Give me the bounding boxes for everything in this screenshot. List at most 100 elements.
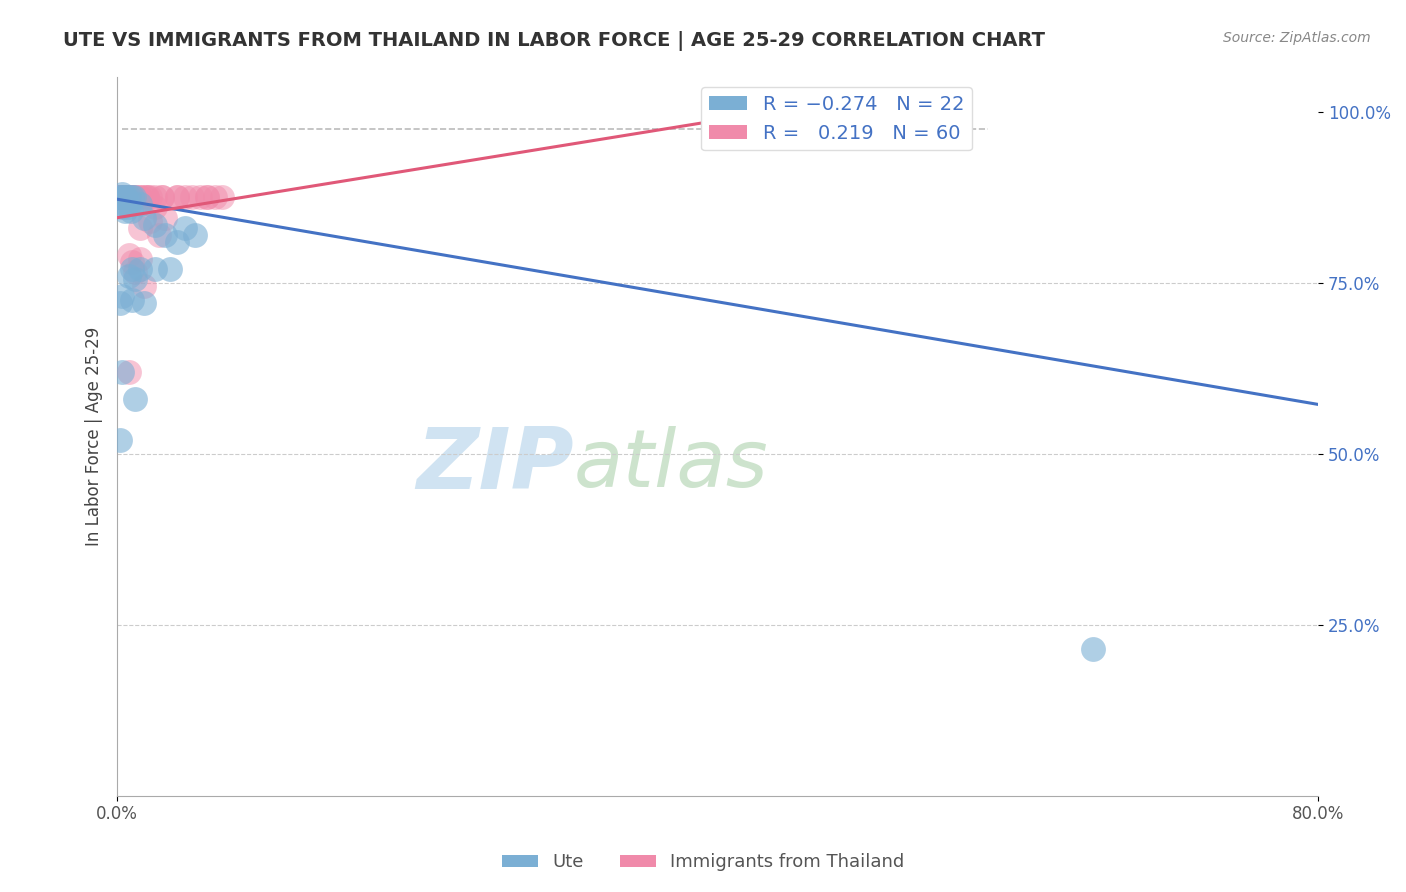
Legend: R = −0.274   N = 22, R =   0.219   N = 60: R = −0.274 N = 22, R = 0.219 N = 60	[700, 87, 973, 151]
Point	[128, 190, 150, 204]
Point	[150, 190, 173, 204]
Point	[121, 190, 143, 204]
Point	[128, 252, 150, 266]
Point	[114, 190, 136, 204]
Point	[115, 190, 138, 204]
Point	[134, 190, 156, 204]
Point	[1081, 641, 1104, 656]
Text: atlas: atlas	[574, 426, 768, 504]
Point	[120, 190, 142, 204]
Point	[128, 262, 150, 277]
Text: Source: ZipAtlas.com: Source: ZipAtlas.com	[1223, 31, 1371, 45]
Point	[111, 190, 134, 204]
Point	[111, 190, 134, 204]
Point	[114, 190, 136, 204]
Point	[118, 190, 141, 204]
Point	[166, 190, 188, 204]
Point	[118, 268, 141, 283]
Point	[112, 190, 135, 204]
Point	[115, 190, 138, 204]
Point	[118, 248, 141, 262]
Point	[181, 190, 204, 204]
Point	[112, 190, 135, 204]
Point	[148, 227, 170, 242]
Point	[112, 190, 135, 204]
Point	[139, 190, 162, 204]
Point	[108, 190, 131, 204]
Point	[143, 190, 166, 204]
Point	[134, 211, 156, 225]
Point	[188, 190, 211, 204]
Point	[107, 190, 129, 204]
Point	[107, 190, 129, 204]
Point	[124, 392, 146, 406]
Point	[150, 190, 173, 204]
Point	[166, 190, 188, 204]
Point	[136, 190, 159, 204]
Point	[108, 190, 131, 204]
Point	[108, 190, 131, 204]
Point	[108, 433, 131, 447]
Point	[143, 262, 166, 277]
Point	[121, 190, 143, 204]
Point	[124, 190, 146, 204]
Point	[108, 190, 131, 204]
Point	[128, 197, 150, 211]
Point	[108, 190, 131, 204]
Point	[114, 203, 136, 218]
Point	[173, 190, 195, 204]
Point	[204, 190, 226, 204]
Point	[107, 190, 129, 204]
Point	[121, 190, 143, 204]
Point	[124, 272, 146, 286]
Point	[195, 190, 218, 204]
Point	[143, 201, 166, 215]
Point	[120, 203, 142, 218]
Point	[184, 227, 207, 242]
Point	[143, 218, 166, 232]
Point	[111, 289, 134, 303]
Point	[155, 227, 177, 242]
Point	[108, 190, 131, 204]
Point	[118, 190, 141, 204]
Point	[121, 293, 143, 307]
Point	[134, 279, 156, 293]
Point	[173, 221, 195, 235]
Legend: Ute, Immigrants from Thailand: Ute, Immigrants from Thailand	[495, 847, 911, 879]
Point	[111, 201, 134, 215]
Point	[111, 186, 134, 201]
Text: UTE VS IMMIGRANTS FROM THAILAND IN LABOR FORCE | AGE 25-29 CORRELATION CHART: UTE VS IMMIGRANTS FROM THAILAND IN LABOR…	[63, 31, 1045, 51]
Point	[124, 265, 146, 279]
Point	[211, 190, 233, 204]
Point	[155, 211, 177, 225]
Point	[122, 190, 145, 204]
Point	[128, 221, 150, 235]
Point	[118, 190, 141, 204]
Point	[117, 190, 139, 204]
Point	[111, 190, 134, 204]
Y-axis label: In Labor Force | Age 25-29: In Labor Force | Age 25-29	[86, 327, 103, 546]
Point	[159, 262, 181, 277]
Text: ZIP: ZIP	[416, 424, 574, 507]
Point	[117, 190, 139, 204]
Point	[112, 190, 135, 204]
Point	[111, 365, 134, 379]
Point	[136, 190, 159, 204]
Point	[134, 296, 156, 310]
Point	[108, 296, 131, 310]
Point	[124, 190, 146, 204]
Point	[107, 190, 129, 204]
Point	[115, 190, 138, 204]
Point	[117, 201, 139, 215]
Point	[139, 214, 162, 228]
Point	[128, 190, 150, 204]
Point	[166, 235, 188, 249]
Point	[195, 190, 218, 204]
Point	[121, 262, 143, 277]
Point	[108, 190, 131, 204]
Point	[118, 365, 141, 379]
Point	[108, 190, 131, 204]
Point	[108, 190, 131, 204]
Point	[121, 255, 143, 269]
Point	[114, 190, 136, 204]
